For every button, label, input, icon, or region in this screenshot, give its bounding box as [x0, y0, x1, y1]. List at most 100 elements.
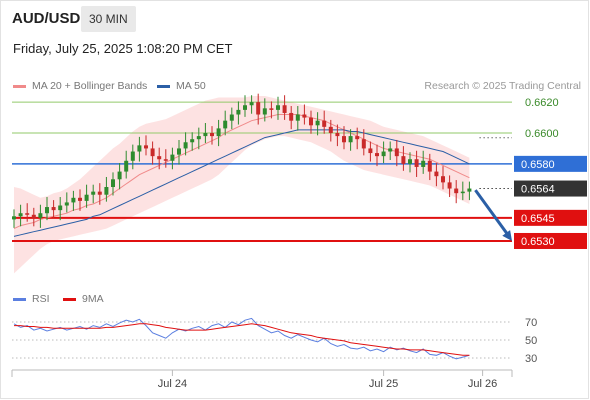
candle-body — [375, 153, 379, 157]
candle-body — [342, 136, 346, 143]
candle-body — [223, 120, 228, 129]
rsi-ma-swatch — [63, 297, 76, 301]
candle-body — [388, 148, 393, 152]
candle-body — [196, 136, 201, 140]
candle-body — [84, 194, 89, 201]
candle-body — [368, 148, 373, 154]
legend-rsi: RSI — [13, 293, 50, 305]
candle-body — [441, 176, 445, 183]
level-label-0.6564: 0.6564 — [521, 184, 555, 196]
candle-body — [177, 148, 181, 155]
level-badge-0.6580 — [514, 155, 587, 172]
level-label-0.6600: 0.6600 — [525, 128, 559, 140]
candle-body — [64, 202, 69, 206]
candle-body — [236, 109, 241, 115]
candle-body — [355, 136, 360, 140]
candle-body — [150, 148, 155, 157]
candle-body — [408, 159, 412, 164]
ma20-legend-label: MA 20 + Bollinger Bands — [32, 80, 148, 92]
datetime-label: Friday, July 25, 2025 1:08:20 PM CET — [13, 41, 233, 56]
candle-body — [91, 191, 96, 195]
level-label-0.6620: 0.6620 — [525, 97, 559, 109]
candle-body — [210, 133, 214, 137]
symbol-title: AUD/USD — [12, 10, 81, 27]
candle-body — [322, 120, 327, 127]
candle-body — [269, 108, 274, 110]
candle-body — [71, 197, 76, 203]
candle-body — [117, 171, 122, 180]
candle-body — [12, 216, 16, 220]
level-label-0.6530: 0.6530 — [521, 236, 555, 248]
candle-body — [25, 213, 30, 215]
candle-body — [434, 171, 439, 177]
candle-body — [460, 191, 465, 194]
candle-body — [190, 139, 195, 143]
candle-body — [447, 182, 452, 189]
forecast-arrow-shaft — [474, 189, 510, 236]
credit-label: Research © 2025 Trading Central — [424, 80, 581, 92]
candle-body — [229, 114, 234, 121]
candle-body — [130, 151, 135, 161]
candle-body — [421, 160, 426, 167]
candle-body — [124, 160, 129, 172]
level-badge-0.6545 — [514, 209, 587, 226]
ma50-legend-label: MA 50 — [176, 80, 206, 92]
candle-body — [467, 188, 472, 192]
candle-body — [282, 105, 287, 113]
x-tick-label: Jul 25 — [369, 378, 398, 390]
candle-body — [170, 154, 175, 161]
candle-body — [58, 205, 63, 211]
rsi-ma-line — [14, 323, 470, 356]
candle-body — [104, 187, 109, 195]
candle-body — [348, 136, 353, 143]
candle-body — [97, 191, 102, 195]
candle-body — [361, 139, 366, 149]
candle-body — [302, 114, 307, 118]
candle-body — [401, 156, 406, 164]
candle-body — [256, 102, 261, 115]
candle-body — [249, 102, 254, 106]
candle-body — [295, 114, 300, 121]
ma20-swatch — [13, 84, 26, 88]
legend-ma50: MA 50 — [157, 80, 206, 92]
candle-body — [183, 142, 188, 149]
candle-body — [262, 108, 267, 115]
candle-body — [18, 213, 23, 217]
forecast-arrow-head — [502, 230, 512, 241]
candle-body — [381, 151, 386, 157]
candle-body — [243, 105, 247, 110]
candle-body — [315, 120, 320, 126]
candle-body — [427, 160, 432, 172]
ma50-line — [13, 129, 470, 237]
rsi-tick-label-50: 50 — [525, 335, 537, 347]
candle-body — [31, 214, 36, 218]
candle-body — [328, 126, 333, 134]
timeframe-badge[interactable]: 30 MIN — [81, 6, 136, 32]
candle-body — [144, 145, 148, 149]
rsi-tick-label-30: 30 — [525, 353, 537, 365]
x-tick-label: Jul 26 — [468, 378, 497, 390]
x-tick-label: Jul 24 — [158, 378, 187, 390]
legend-rsi-ma: 9MA — [63, 293, 104, 305]
rsi-tick-label-70: 70 — [525, 317, 537, 329]
candle-body — [335, 133, 340, 137]
level-label-0.6580: 0.6580 — [521, 159, 555, 171]
candle-body — [157, 156, 162, 160]
level-badge-0.6530 — [514, 232, 587, 249]
ma20-line — [13, 114, 470, 230]
candle-body — [203, 133, 208, 137]
header-bar: AUD/USD 30 MIN — [0, 0, 590, 36]
candle-body — [111, 179, 115, 187]
candle-body — [309, 117, 313, 126]
rsi-ma-legend-label: 9MA — [82, 293, 104, 305]
candle-body — [137, 145, 142, 152]
legend-ma20: MA 20 + Bollinger Bands — [13, 80, 147, 92]
bollinger-band — [14, 96, 470, 274]
candle-body — [454, 188, 459, 194]
level-label-0.6545: 0.6545 — [521, 213, 555, 225]
ma50-swatch — [157, 84, 170, 88]
candle-body — [289, 112, 294, 121]
rsi-swatch — [13, 297, 26, 301]
candle-body — [38, 213, 43, 218]
